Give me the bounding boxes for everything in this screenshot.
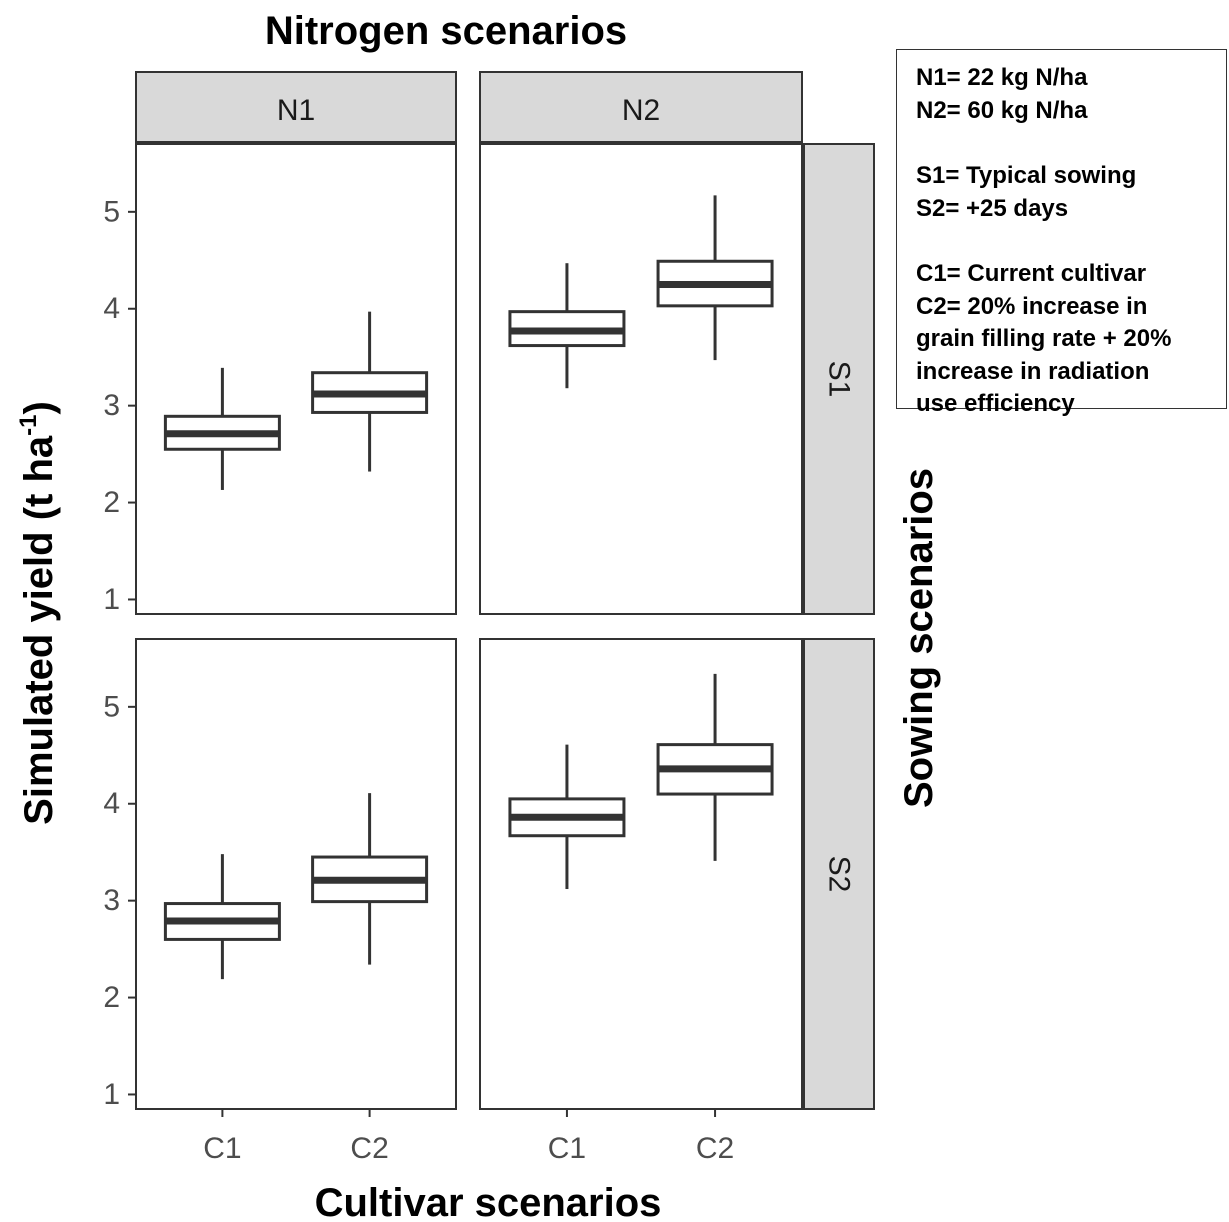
facet-strip-s1 bbox=[803, 143, 875, 615]
x-tick-label: C1 bbox=[203, 1132, 241, 1165]
y-axis-label: Simulated yield (t ha-1) bbox=[15, 401, 61, 825]
y-tick-label: 2 bbox=[103, 981, 120, 1014]
scenario-legend: N1= 22 kg N/ha N2= 60 kg N/ha S1= Typica… bbox=[896, 49, 1227, 417]
right-facet-label: Sowing scenarios bbox=[897, 468, 941, 808]
legend-s2: S2= +25 days bbox=[916, 194, 1069, 222]
boxplot-c2 bbox=[311, 311, 429, 472]
legend-s1: S1= Typical sowing bbox=[916, 162, 1137, 189]
y-tick-label: 1 bbox=[103, 1078, 120, 1111]
legend-c2-line1: C2= 20% increase in bbox=[916, 292, 1148, 320]
boxplot-c1 bbox=[163, 367, 281, 490]
x-tick-label: C2 bbox=[350, 1132, 388, 1165]
y-axis-label-tail: ) bbox=[17, 401, 61, 414]
y-tick-label: 5 bbox=[103, 690, 120, 723]
y-tick-label: 4 bbox=[103, 787, 120, 820]
x-tick-label: C2 bbox=[696, 1132, 734, 1165]
panel-border bbox=[479, 143, 803, 615]
y-tick-label: 4 bbox=[103, 292, 120, 325]
legend-c2-line4: use efficiency bbox=[916, 390, 1075, 417]
panel-border bbox=[479, 638, 803, 1110]
facet-label-n2: N2 bbox=[622, 94, 660, 127]
boxplot-c2 bbox=[311, 793, 429, 965]
facet-strip-s2 bbox=[803, 638, 875, 1110]
x-tick-label: C1 bbox=[548, 1132, 586, 1165]
facet-strip-n1 bbox=[135, 71, 457, 143]
legend-spacer bbox=[916, 225, 1226, 258]
facet-strip-n2 bbox=[479, 71, 803, 143]
legend-spacer bbox=[916, 127, 1226, 160]
x-axis-label: Cultivar scenarios bbox=[315, 1181, 662, 1222]
legend-c2-line2: grain filling rate + 20% bbox=[916, 325, 1172, 352]
panel-s2-n2 bbox=[479, 638, 803, 1110]
legend-c2-line3: increase in radiation bbox=[916, 357, 1150, 385]
y-axis-label-superscript: -1 bbox=[15, 415, 42, 436]
y-tick-label: 2 bbox=[103, 486, 120, 519]
y-tick-label: 3 bbox=[103, 389, 120, 422]
legend-c1: C1= Current cultivar bbox=[916, 260, 1147, 287]
y-tick-label: 3 bbox=[103, 884, 120, 917]
boxplot-c2 bbox=[656, 195, 774, 361]
chart-title: Nitrogen scenarios bbox=[265, 9, 627, 53]
boxplot-c1 bbox=[508, 263, 626, 389]
boxplot-c1 bbox=[508, 744, 626, 890]
y-tick-label: 1 bbox=[103, 583, 120, 616]
facet-label-n1: N1 bbox=[277, 94, 315, 127]
y-tick-label: 5 bbox=[103, 195, 120, 228]
y-axis-label-main: Simulated yield (t ha bbox=[17, 435, 61, 825]
legend-n2: N2= 60 kg N/ha bbox=[916, 96, 1088, 124]
panel-s2-n1 bbox=[135, 638, 457, 1110]
boxplot-c1 bbox=[163, 854, 281, 980]
facet-label-s2: S2 bbox=[823, 856, 856, 893]
panel-s1-n1 bbox=[135, 143, 457, 615]
boxplot-c2 bbox=[656, 673, 774, 861]
facet-label-s1: S1 bbox=[823, 361, 856, 398]
legend-n1: N1= 22 kg N/ha bbox=[916, 64, 1088, 91]
panel-s1-n2 bbox=[479, 143, 803, 615]
